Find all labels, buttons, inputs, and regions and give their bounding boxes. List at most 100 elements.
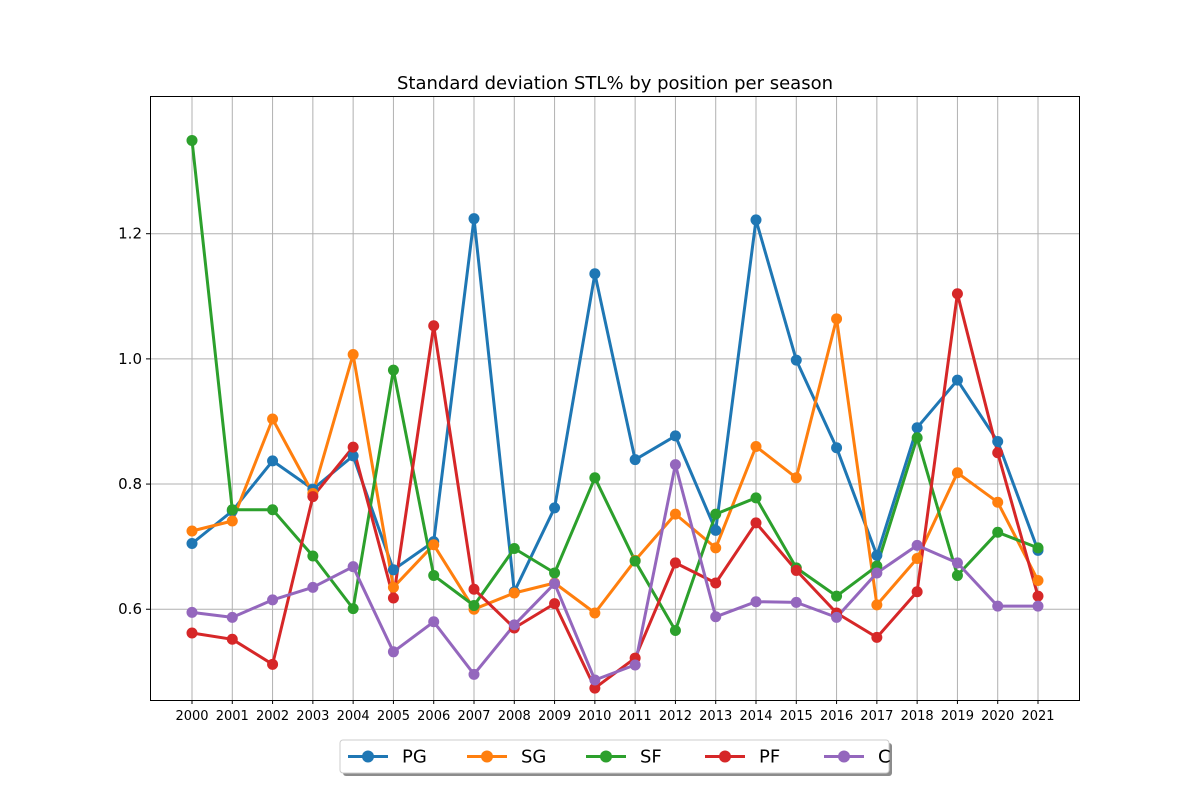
data-point-sf bbox=[710, 508, 722, 520]
data-point-c bbox=[911, 539, 923, 551]
data-point-sf bbox=[831, 590, 843, 602]
data-point-sf bbox=[387, 364, 399, 376]
data-point-sf bbox=[307, 550, 319, 562]
data-point-pg bbox=[267, 455, 279, 467]
grid-lines bbox=[150, 96, 1080, 700]
x-tick-label: 2004 bbox=[337, 709, 370, 724]
data-point-c bbox=[387, 646, 399, 658]
data-point-pg bbox=[629, 454, 641, 466]
x-tick-label: 2005 bbox=[377, 709, 410, 724]
x-tick-label: 2002 bbox=[256, 709, 289, 724]
data-point-pg bbox=[186, 538, 198, 550]
data-point-c bbox=[871, 567, 883, 579]
data-point-pf bbox=[951, 288, 963, 300]
data-point-sg bbox=[589, 607, 601, 619]
data-point-c bbox=[307, 581, 319, 593]
data-point-pf bbox=[226, 633, 238, 645]
data-point-sg bbox=[790, 472, 802, 484]
data-point-pg bbox=[871, 549, 883, 561]
data-point-pg bbox=[347, 450, 359, 462]
data-point-pf bbox=[589, 682, 601, 694]
data-point-pf bbox=[186, 627, 198, 639]
plot-frame bbox=[150, 96, 1080, 701]
legend-marker-pg bbox=[362, 750, 374, 763]
data-point-sf bbox=[468, 599, 480, 611]
data-point-pf bbox=[750, 517, 762, 529]
legend-label-sf: SF bbox=[640, 747, 662, 768]
x-tick-label: 2018 bbox=[901, 709, 934, 724]
y-tick-label: 1.0 bbox=[118, 350, 142, 368]
data-point-pf bbox=[267, 658, 279, 670]
data-point-sg bbox=[710, 542, 722, 554]
data-point-c bbox=[267, 594, 279, 606]
data-point-c bbox=[1032, 600, 1044, 612]
data-point-sg bbox=[911, 553, 923, 565]
data-point-pf bbox=[549, 598, 561, 610]
data-point-pg bbox=[951, 374, 963, 386]
data-point-sf bbox=[951, 569, 963, 581]
y-tick-label: 1.2 bbox=[118, 225, 142, 243]
data-point-c bbox=[226, 611, 238, 623]
x-tick-label: 2013 bbox=[699, 709, 732, 724]
series-points bbox=[186, 134, 1044, 694]
data-point-pg bbox=[831, 442, 843, 454]
data-point-pg bbox=[911, 422, 923, 434]
legend-marker-c bbox=[838, 750, 850, 763]
data-point-pf bbox=[710, 577, 722, 589]
data-point-sg bbox=[1032, 574, 1044, 586]
x-tick-label: 2015 bbox=[780, 709, 813, 724]
data-point-pf bbox=[307, 491, 319, 503]
data-point-sg bbox=[951, 467, 963, 479]
x-tick-label: 2021 bbox=[1021, 709, 1054, 724]
data-point-sg bbox=[226, 515, 238, 527]
data-point-pg bbox=[589, 268, 601, 280]
data-point-c bbox=[589, 674, 601, 686]
data-point-pf bbox=[871, 631, 883, 643]
data-point-sf bbox=[347, 603, 359, 615]
x-tick-label: 2011 bbox=[619, 709, 652, 724]
data-point-sg bbox=[428, 539, 440, 551]
data-point-c bbox=[468, 668, 480, 680]
data-point-sg bbox=[508, 587, 520, 599]
data-point-pg bbox=[549, 502, 561, 514]
data-point-sg bbox=[871, 599, 883, 611]
x-tick-label: 2008 bbox=[498, 709, 531, 724]
data-point-sg bbox=[669, 508, 681, 520]
y-tick-label: 0.8 bbox=[118, 475, 142, 493]
legend-marker-pf bbox=[719, 750, 731, 763]
data-point-pg bbox=[992, 436, 1004, 448]
data-point-pg bbox=[387, 564, 399, 576]
data-point-pf bbox=[468, 583, 480, 595]
data-point-c bbox=[428, 616, 440, 628]
legend-label-c: C bbox=[878, 747, 891, 768]
data-point-pf bbox=[992, 447, 1004, 459]
legend-marker-sg bbox=[481, 750, 493, 763]
series-line-sf bbox=[190, 140, 1039, 632]
x-tick-label: 2016 bbox=[820, 709, 853, 724]
data-point-c bbox=[750, 596, 762, 608]
series-lines bbox=[190, 140, 1040, 690]
x-axis-ticks: 2000 2001 2002 2003 2004 2005 2006 2007 2008 2009… bbox=[175, 700, 1055, 724]
data-point-sg bbox=[831, 313, 843, 325]
data-point-pf bbox=[669, 557, 681, 569]
x-tick-label: 2017 bbox=[860, 709, 893, 724]
data-point-sf bbox=[186, 134, 198, 146]
data-point-sf bbox=[1032, 542, 1044, 554]
x-tick-label: 2003 bbox=[296, 709, 329, 724]
data-point-pf bbox=[347, 441, 359, 453]
data-point-c bbox=[508, 619, 520, 631]
chart-title: Standard deviation STL% by position per … bbox=[397, 73, 833, 94]
data-point-pf bbox=[790, 564, 802, 576]
data-point-c bbox=[669, 459, 681, 471]
data-point-sg bbox=[267, 413, 279, 425]
x-tick-label: 2001 bbox=[216, 709, 249, 724]
x-tick-label: 2009 bbox=[538, 709, 571, 724]
data-point-pf bbox=[428, 320, 440, 332]
data-point-sf bbox=[428, 569, 440, 581]
x-tick-label: 2006 bbox=[417, 709, 450, 724]
x-tick-label: 2020 bbox=[981, 709, 1014, 724]
legend-marker-sf bbox=[600, 750, 612, 763]
data-point-sf bbox=[992, 526, 1004, 538]
data-point-c bbox=[549, 578, 561, 590]
